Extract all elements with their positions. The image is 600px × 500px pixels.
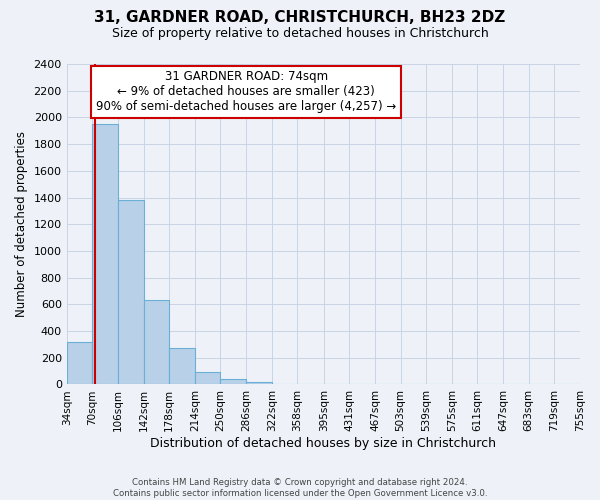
Bar [169,348,195,385]
Bar [143,300,169,384]
Bar [67,342,92,384]
Text: Contains HM Land Registry data © Crown copyright and database right 2024.
Contai: Contains HM Land Registry data © Crown c… [113,478,487,498]
Bar [220,379,246,384]
Bar [246,382,272,384]
Y-axis label: Number of detached properties: Number of detached properties [15,131,28,317]
X-axis label: Distribution of detached houses by size in Christchurch: Distribution of detached houses by size … [151,437,496,450]
Bar [195,372,220,384]
Bar [118,200,143,384]
Text: Size of property relative to detached houses in Christchurch: Size of property relative to detached ho… [112,28,488,40]
Text: 31, GARDNER ROAD, CHRISTCHURCH, BH23 2DZ: 31, GARDNER ROAD, CHRISTCHURCH, BH23 2DZ [94,10,506,25]
Text: 31 GARDNER ROAD: 74sqm
← 9% of detached houses are smaller (423)
90% of semi-det: 31 GARDNER ROAD: 74sqm ← 9% of detached … [96,70,397,114]
Bar [92,124,118,384]
